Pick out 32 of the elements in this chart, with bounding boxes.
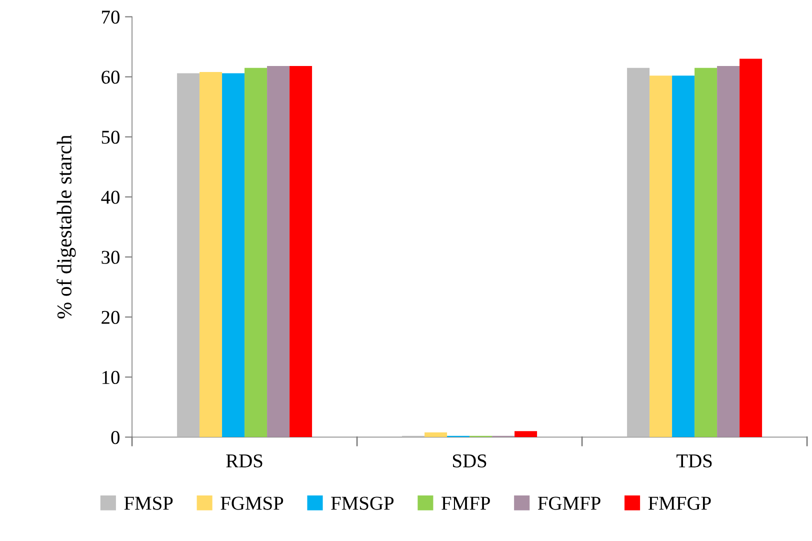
- y-tick-label: 20: [102, 310, 120, 324]
- legend-label: FGMFP: [538, 496, 600, 510]
- bar: [290, 66, 312, 438]
- legend-label: FMFP: [442, 496, 490, 510]
- bar: [267, 66, 290, 438]
- bar: [627, 68, 650, 438]
- y-axis-title: % of digestable starch: [56, 134, 76, 319]
- bar: [740, 58, 762, 438]
- y-tick-label: 70: [102, 10, 120, 24]
- bar: [177, 73, 200, 438]
- bar: [717, 66, 740, 438]
- x-tick-label: SDS: [453, 454, 486, 468]
- y-tick-label: 10: [102, 370, 120, 384]
- y-tick-label: 0: [111, 430, 120, 444]
- legend-label: FMSGP: [331, 496, 394, 510]
- y-tick-label: 40: [101, 190, 120, 204]
- bar: [244, 68, 268, 438]
- bar: [650, 76, 672, 438]
- x-tick-label: RDS: [226, 454, 262, 468]
- y-tick-label: 60: [102, 70, 120, 84]
- bar: [694, 68, 718, 438]
- bar: [200, 72, 222, 438]
- legend-label: FMSP: [124, 496, 173, 510]
- x-tick-label: TDS: [676, 454, 712, 468]
- bar: [514, 431, 538, 438]
- y-tick-label: 50: [102, 130, 120, 144]
- bar: [222, 73, 245, 438]
- legend-label: FGMSP: [220, 496, 284, 510]
- legend-label: FMFGP: [648, 496, 711, 510]
- bar: [424, 432, 448, 438]
- bar: [672, 76, 695, 438]
- y-tick-label: 30: [102, 250, 120, 264]
